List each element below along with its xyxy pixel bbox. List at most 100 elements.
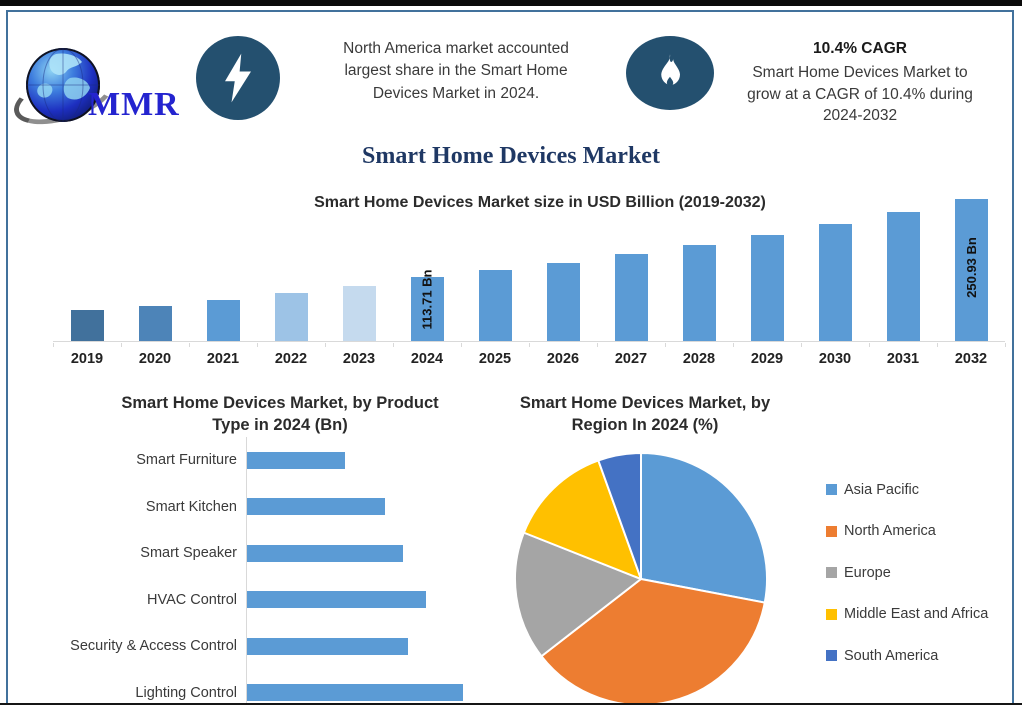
legend-swatch xyxy=(826,650,837,662)
column-slot-2025 xyxy=(461,198,529,341)
page-border-frame xyxy=(6,10,1014,705)
highlight-text-north-america: North America market accounted largest s… xyxy=(343,40,569,102)
bar-2023 xyxy=(342,286,376,341)
hbar-bar xyxy=(247,637,408,655)
pie-slice-europe xyxy=(514,531,642,658)
legend-swatch xyxy=(826,484,837,496)
flame-glyph xyxy=(661,54,680,87)
bar-2027 xyxy=(614,254,648,341)
legend-label: Asia Pacific xyxy=(844,481,919,498)
year-label-2020: 2020 xyxy=(138,351,172,367)
year-label-2032: 2032 xyxy=(954,351,988,367)
lightning-icon xyxy=(196,36,280,120)
column-chart-year-axis: 2019 2020 2021 2022 2023 2024 2025 2026 2027 2028… xyxy=(53,351,1005,367)
pie-slice-middle-east-and-africa xyxy=(522,459,642,580)
hbar-bar xyxy=(247,451,345,469)
product-type-chart-title: Smart Home Devices Market, by Product Ty… xyxy=(121,394,439,435)
hbar-category-label: Smart Kitchen xyxy=(145,498,237,515)
mmr-logo-text: MMR xyxy=(88,86,180,123)
bar-2030 xyxy=(818,224,852,341)
axis-tick xyxy=(189,343,190,347)
hbar-bar xyxy=(247,591,426,609)
column-slot-2021 xyxy=(189,198,257,341)
hbar-row-hvac-control: HVAC Control xyxy=(10,576,515,623)
column-slot-2020 xyxy=(121,198,189,341)
year-label-2026: 2026 xyxy=(546,351,580,367)
bar-2028 xyxy=(682,245,716,341)
bar-2031 xyxy=(886,212,920,341)
bar-2026 xyxy=(546,263,580,341)
axis-tick xyxy=(121,343,122,347)
year-label-2031: 2031 xyxy=(886,351,920,367)
legend-item-asia-pacific: Asia Pacific xyxy=(826,482,988,498)
legend-item-europe: Europe xyxy=(826,565,988,581)
hbar-track xyxy=(246,623,515,670)
year-label-2019: 2019 xyxy=(70,351,104,367)
bar-2032 xyxy=(954,199,988,341)
hbar-category-label: Smart Furniture xyxy=(136,452,237,469)
axis-tick xyxy=(53,343,54,347)
hbar-row-smart-kitchen: Smart Kitchen xyxy=(10,483,515,530)
column-slot-2023 xyxy=(325,198,393,341)
product-type-bar-chart: Smart Furniture Smart Kitchen Smart Speake… xyxy=(10,437,515,705)
legend-label: Middle East and Africa xyxy=(844,606,989,623)
legend-label: Europe xyxy=(844,564,891,581)
pie-slice-south-america xyxy=(597,452,642,580)
column-slot-2032: 250.93 Bn xyxy=(937,198,1005,341)
top-black-bar xyxy=(0,0,1022,6)
flame-icon xyxy=(626,36,714,110)
cagr-text: Smart Home Devices Market to grow at a C… xyxy=(747,64,973,125)
region-chart-title: Smart Home Devices Market, by Region In … xyxy=(519,394,771,435)
year-label-2029: 2029 xyxy=(750,351,784,367)
hbar-category-label: Smart Speaker xyxy=(140,545,237,562)
hbar-track xyxy=(246,437,515,484)
column-slot-2028 xyxy=(665,198,733,341)
cagr-title: 10.4% CAGR xyxy=(813,40,907,57)
year-label-2025: 2025 xyxy=(478,351,512,367)
bar-2024 xyxy=(410,277,444,341)
hbar-track xyxy=(246,483,515,530)
bar-2019 xyxy=(70,310,104,341)
legend-swatch xyxy=(826,567,837,579)
axis-tick xyxy=(733,343,734,347)
hbar-bar xyxy=(247,498,385,516)
column-slot-2027 xyxy=(597,198,665,341)
pie-slice-north-america xyxy=(540,578,766,705)
globe-icon xyxy=(26,48,100,122)
axis-tick xyxy=(869,343,870,347)
column-slot-2024: 113.71 Bn xyxy=(393,198,461,341)
hbar-track xyxy=(246,576,515,623)
legend-swatch xyxy=(826,525,837,537)
bottom-black-bar xyxy=(0,703,1022,705)
legend-label: North America xyxy=(844,523,936,540)
column-slot-2019 xyxy=(53,198,121,341)
region-pie-legend: Asia Pacific North America Europe Middle Ea… xyxy=(826,482,988,664)
hbar-row-lighting-control: Lighting Control xyxy=(10,669,515,705)
year-label-2030: 2030 xyxy=(818,351,852,367)
year-label-2021: 2021 xyxy=(206,351,240,367)
column-slot-2022 xyxy=(257,198,325,341)
hbar-track xyxy=(246,530,515,577)
axis-tick xyxy=(257,343,258,347)
bar-value-label-2032: 250.93 Bn xyxy=(963,236,979,298)
page-title: Smart Home Devices Market xyxy=(362,143,660,169)
axis-tick xyxy=(937,343,938,347)
hbar-row-smart-furniture: Smart Furniture xyxy=(10,437,515,484)
axis-tick xyxy=(393,343,394,347)
column-slot-2026 xyxy=(529,198,597,341)
legend-item-south-america: South America xyxy=(826,648,988,664)
hbar-category-label: Security & Access Control xyxy=(70,638,237,655)
bar-value-label-2024: 113.71 Bn xyxy=(419,269,435,329)
pie-slice-asia-pacific xyxy=(640,452,768,604)
market-size-column-chart: 113.71 Bn 250.93 Bn xyxy=(53,198,1005,342)
hbar-bar xyxy=(247,544,403,562)
hbar-category-label: HVAC Control xyxy=(147,591,237,608)
legend-item-north-america: North America xyxy=(826,523,988,540)
column-chart-title: Smart Home Devices Market size in USD Bi… xyxy=(314,194,766,211)
bar-2020 xyxy=(138,306,172,341)
cagr-block: 10.4% CAGR Smart Home Devices Market to … xyxy=(712,40,1008,127)
lightning-bolt-glyph xyxy=(225,53,251,103)
column-slot-2030 xyxy=(801,198,869,341)
bar-2025 xyxy=(478,270,512,341)
